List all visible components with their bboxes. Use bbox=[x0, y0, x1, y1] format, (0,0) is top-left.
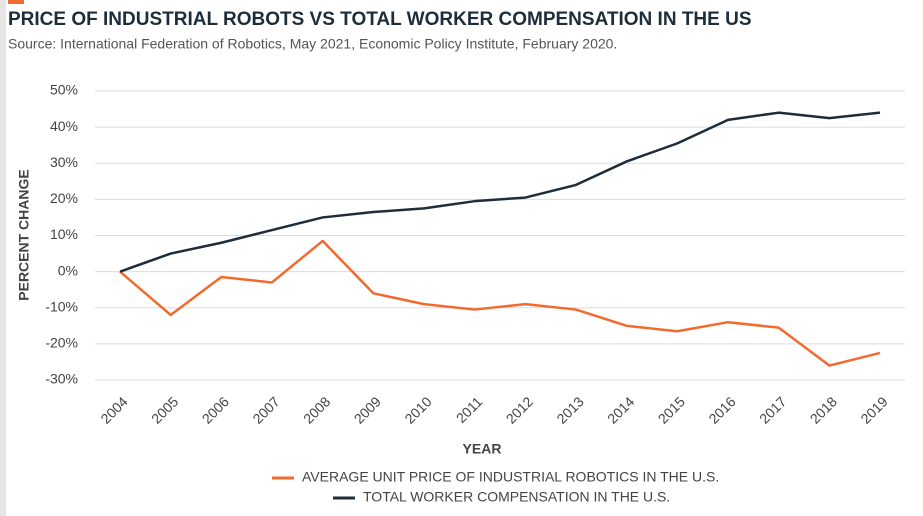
x-tick-label: 2008 bbox=[300, 393, 333, 426]
x-tick-label: 2017 bbox=[756, 393, 789, 426]
x-tick-label: 2015 bbox=[655, 393, 688, 426]
legend-label: TOTAL WORKER COMPENSATION IN THE U.S. bbox=[363, 489, 670, 505]
legend-label: AVERAGE UNIT PRICE OF INDUSTRIAL ROBOTIC… bbox=[302, 469, 719, 485]
x-tick-label: 2016 bbox=[705, 393, 738, 426]
x-tick-label: 2007 bbox=[249, 393, 282, 426]
x-tick-label: 2005 bbox=[148, 393, 181, 426]
x-tick-label: 2006 bbox=[199, 393, 232, 426]
y-tick-label: 0% bbox=[58, 262, 78, 278]
x-axis-label: YEAR bbox=[463, 441, 502, 457]
x-tick-label: 2004 bbox=[97, 393, 130, 426]
x-tick-label: 2018 bbox=[807, 393, 840, 426]
accent bbox=[8, 0, 24, 4]
x-tick-label: 2013 bbox=[553, 393, 586, 426]
y-tick-label: 20% bbox=[50, 190, 78, 206]
y-tick-label: -20% bbox=[45, 335, 78, 351]
series-line bbox=[119, 111, 881, 273]
x-tick-label: 2014 bbox=[604, 393, 637, 426]
series-line bbox=[119, 239, 881, 367]
y-tick-label: 30% bbox=[50, 154, 78, 170]
chart-title: PRICE OF INDUSTRIAL ROBOTS VS TOTAL WORK… bbox=[8, 9, 752, 30]
y-tick-label: 10% bbox=[50, 226, 78, 242]
x-tick-label: 2011 bbox=[453, 393, 486, 426]
y-tick-label: -10% bbox=[45, 298, 78, 314]
x-tick-label: 2019 bbox=[857, 393, 890, 426]
y-tick-label: 40% bbox=[50, 118, 78, 134]
x-tick-label: 2010 bbox=[401, 393, 434, 426]
side-band bbox=[0, 0, 6, 516]
x-tick-label: 2009 bbox=[351, 393, 384, 426]
chart-subtitle: Source: International Federation of Robo… bbox=[8, 36, 617, 52]
y-axis-label: PERCENT CHANGE bbox=[16, 169, 32, 300]
y-tick-label: -30% bbox=[45, 371, 78, 387]
y-tick-label: 50% bbox=[50, 82, 78, 98]
x-tick-label: 2012 bbox=[503, 393, 536, 426]
